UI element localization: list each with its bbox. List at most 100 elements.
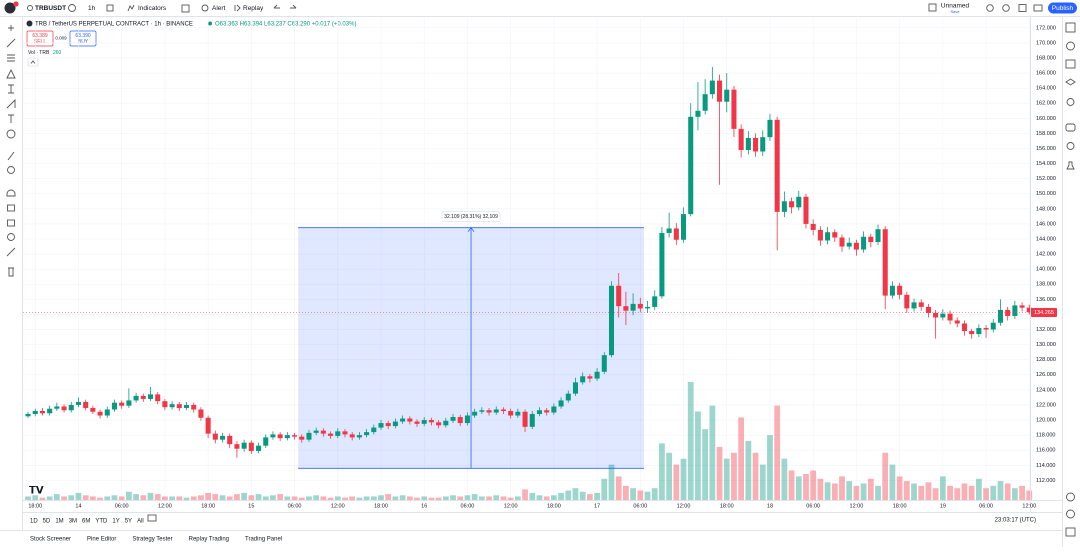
fullscreen[interactable] [1018,4,1027,12]
text-tool[interactable] [8,114,14,123]
candle-body [832,232,838,238]
templates[interactable] [181,4,190,13]
timeframe-button[interactable]: All [137,519,144,525]
bottom-tab[interactable]: Replay Trading [189,537,229,543]
buy-button[interactable] [69,30,97,47]
y-tick-label: 148.000 [1036,206,1056,212]
candle-body [457,417,463,424]
streams[interactable] [1066,142,1075,150]
magnet-tool[interactable] [6,189,16,197]
data-window[interactable] [1065,59,1076,69]
candle-body [248,442,254,451]
icon-tool[interactable] [6,129,16,139]
lock-all[interactable] [7,219,15,227]
publish[interactable]: Publish [1052,5,1074,12]
notifications[interactable] [1066,161,1075,170]
volume-bar [587,494,593,500]
zoom-tool[interactable] [7,166,15,174]
pattern-tool[interactable] [6,68,16,79]
timeframe-button[interactable]: YTD [95,519,108,525]
layout-name[interactable]: Unnamed [941,3,970,10]
bottom-tab[interactable]: Pine Editor [87,537,116,543]
crosshair-tool[interactable] [8,25,14,31]
trendline-tool[interactable] [6,38,16,48]
y-tick-label: 164.000 [1036,86,1056,92]
volume-pane [25,382,1033,500]
x-tick-label: 12:00 [331,503,345,509]
candle-body [868,236,874,243]
indicators[interactable]: Indicators [138,5,167,12]
help[interactable] [1066,492,1075,502]
undo[interactable] [273,4,280,9]
y-tick-label: 124.000 [1036,387,1056,393]
timeframe-button[interactable]: 1Y [112,519,119,525]
timeframe-button[interactable]: 6M [82,519,90,525]
hide-drawings[interactable] [7,233,15,241]
volume-legend: Vol · TRB [28,50,50,56]
candle-body [940,313,946,318]
avatar[interactable] [4,2,16,14]
publish-button[interactable] [1048,2,1077,14]
shapes-tool[interactable] [6,98,16,109]
remove-drawings[interactable] [8,267,14,277]
object-tree[interactable] [1065,78,1076,86]
volume-bar [421,496,428,500]
snapshot[interactable] [1033,4,1043,12]
add-symbol[interactable] [68,4,76,12]
layout-checkbox[interactable] [928,3,937,12]
volume-bar [190,496,197,500]
watchlist[interactable] [1065,22,1076,33]
timeframe-button[interactable]: 3M [69,519,77,525]
candle-body [753,137,759,152]
bottom-tab[interactable]: Strategy Tester [132,537,172,543]
candle-body [738,128,744,151]
ideas[interactable] [1066,98,1075,106]
y-tick-label: 146.000 [1036,221,1056,227]
replay[interactable]: Replay [243,5,264,12]
candle-body [1012,305,1018,316]
date-range-picker[interactable] [147,514,157,522]
volume-bar [882,452,889,500]
candle-body [299,436,305,440]
timeframe-button[interactable]: 1M [55,519,63,525]
timeframe-button[interactable]: 5Y [125,519,132,525]
chats[interactable] [1065,123,1076,132]
dom[interactable] [1066,509,1075,519]
timeframe-button[interactable]: 1D [30,519,38,525]
alert[interactable]: Alert [212,5,226,12]
lock-drawings[interactable] [7,204,15,212]
bottom-tab[interactable]: Trading Panel [245,537,282,543]
candle-body [479,410,485,412]
save[interactable]: Save [950,9,960,14]
x-tick-label: 15 [248,503,254,509]
timeframe-button[interactable]: 5D [43,519,51,525]
candles [25,67,1032,458]
prediction-tool[interactable] [8,84,14,94]
symbol[interactable]: TRBUSDT [35,5,66,12]
volume-bar [414,497,420,500]
candle-body [695,110,701,117]
quick-search[interactable] [986,4,994,12]
y-tick-label: 116.000 [1036,448,1055,454]
alerts[interactable] [1066,41,1075,51]
volume-bar [918,485,925,500]
chart-type[interactable] [106,4,114,12]
redo[interactable] [290,4,297,9]
collapse-legend[interactable] [27,57,39,67]
fib-tool[interactable] [7,54,15,62]
y-tick-label: 120.000 [1036,417,1056,423]
volume-bar [702,429,709,500]
x-tick-label: 14 [75,503,81,509]
candle-body [565,393,571,401]
volume-bar [839,476,845,500]
bottom-tab[interactable]: Stock Screener [30,537,71,543]
search-icon[interactable] [27,5,33,11]
sync-drawings[interactable] [6,247,16,257]
interval[interactable]: 1h [88,5,96,12]
sell-button[interactable] [26,30,54,47]
volume-bar [716,446,723,500]
volume-bar [767,435,773,500]
settings[interactable] [1002,4,1010,12]
measure-tool[interactable] [7,151,15,161]
panel[interactable] [1065,527,1076,537]
